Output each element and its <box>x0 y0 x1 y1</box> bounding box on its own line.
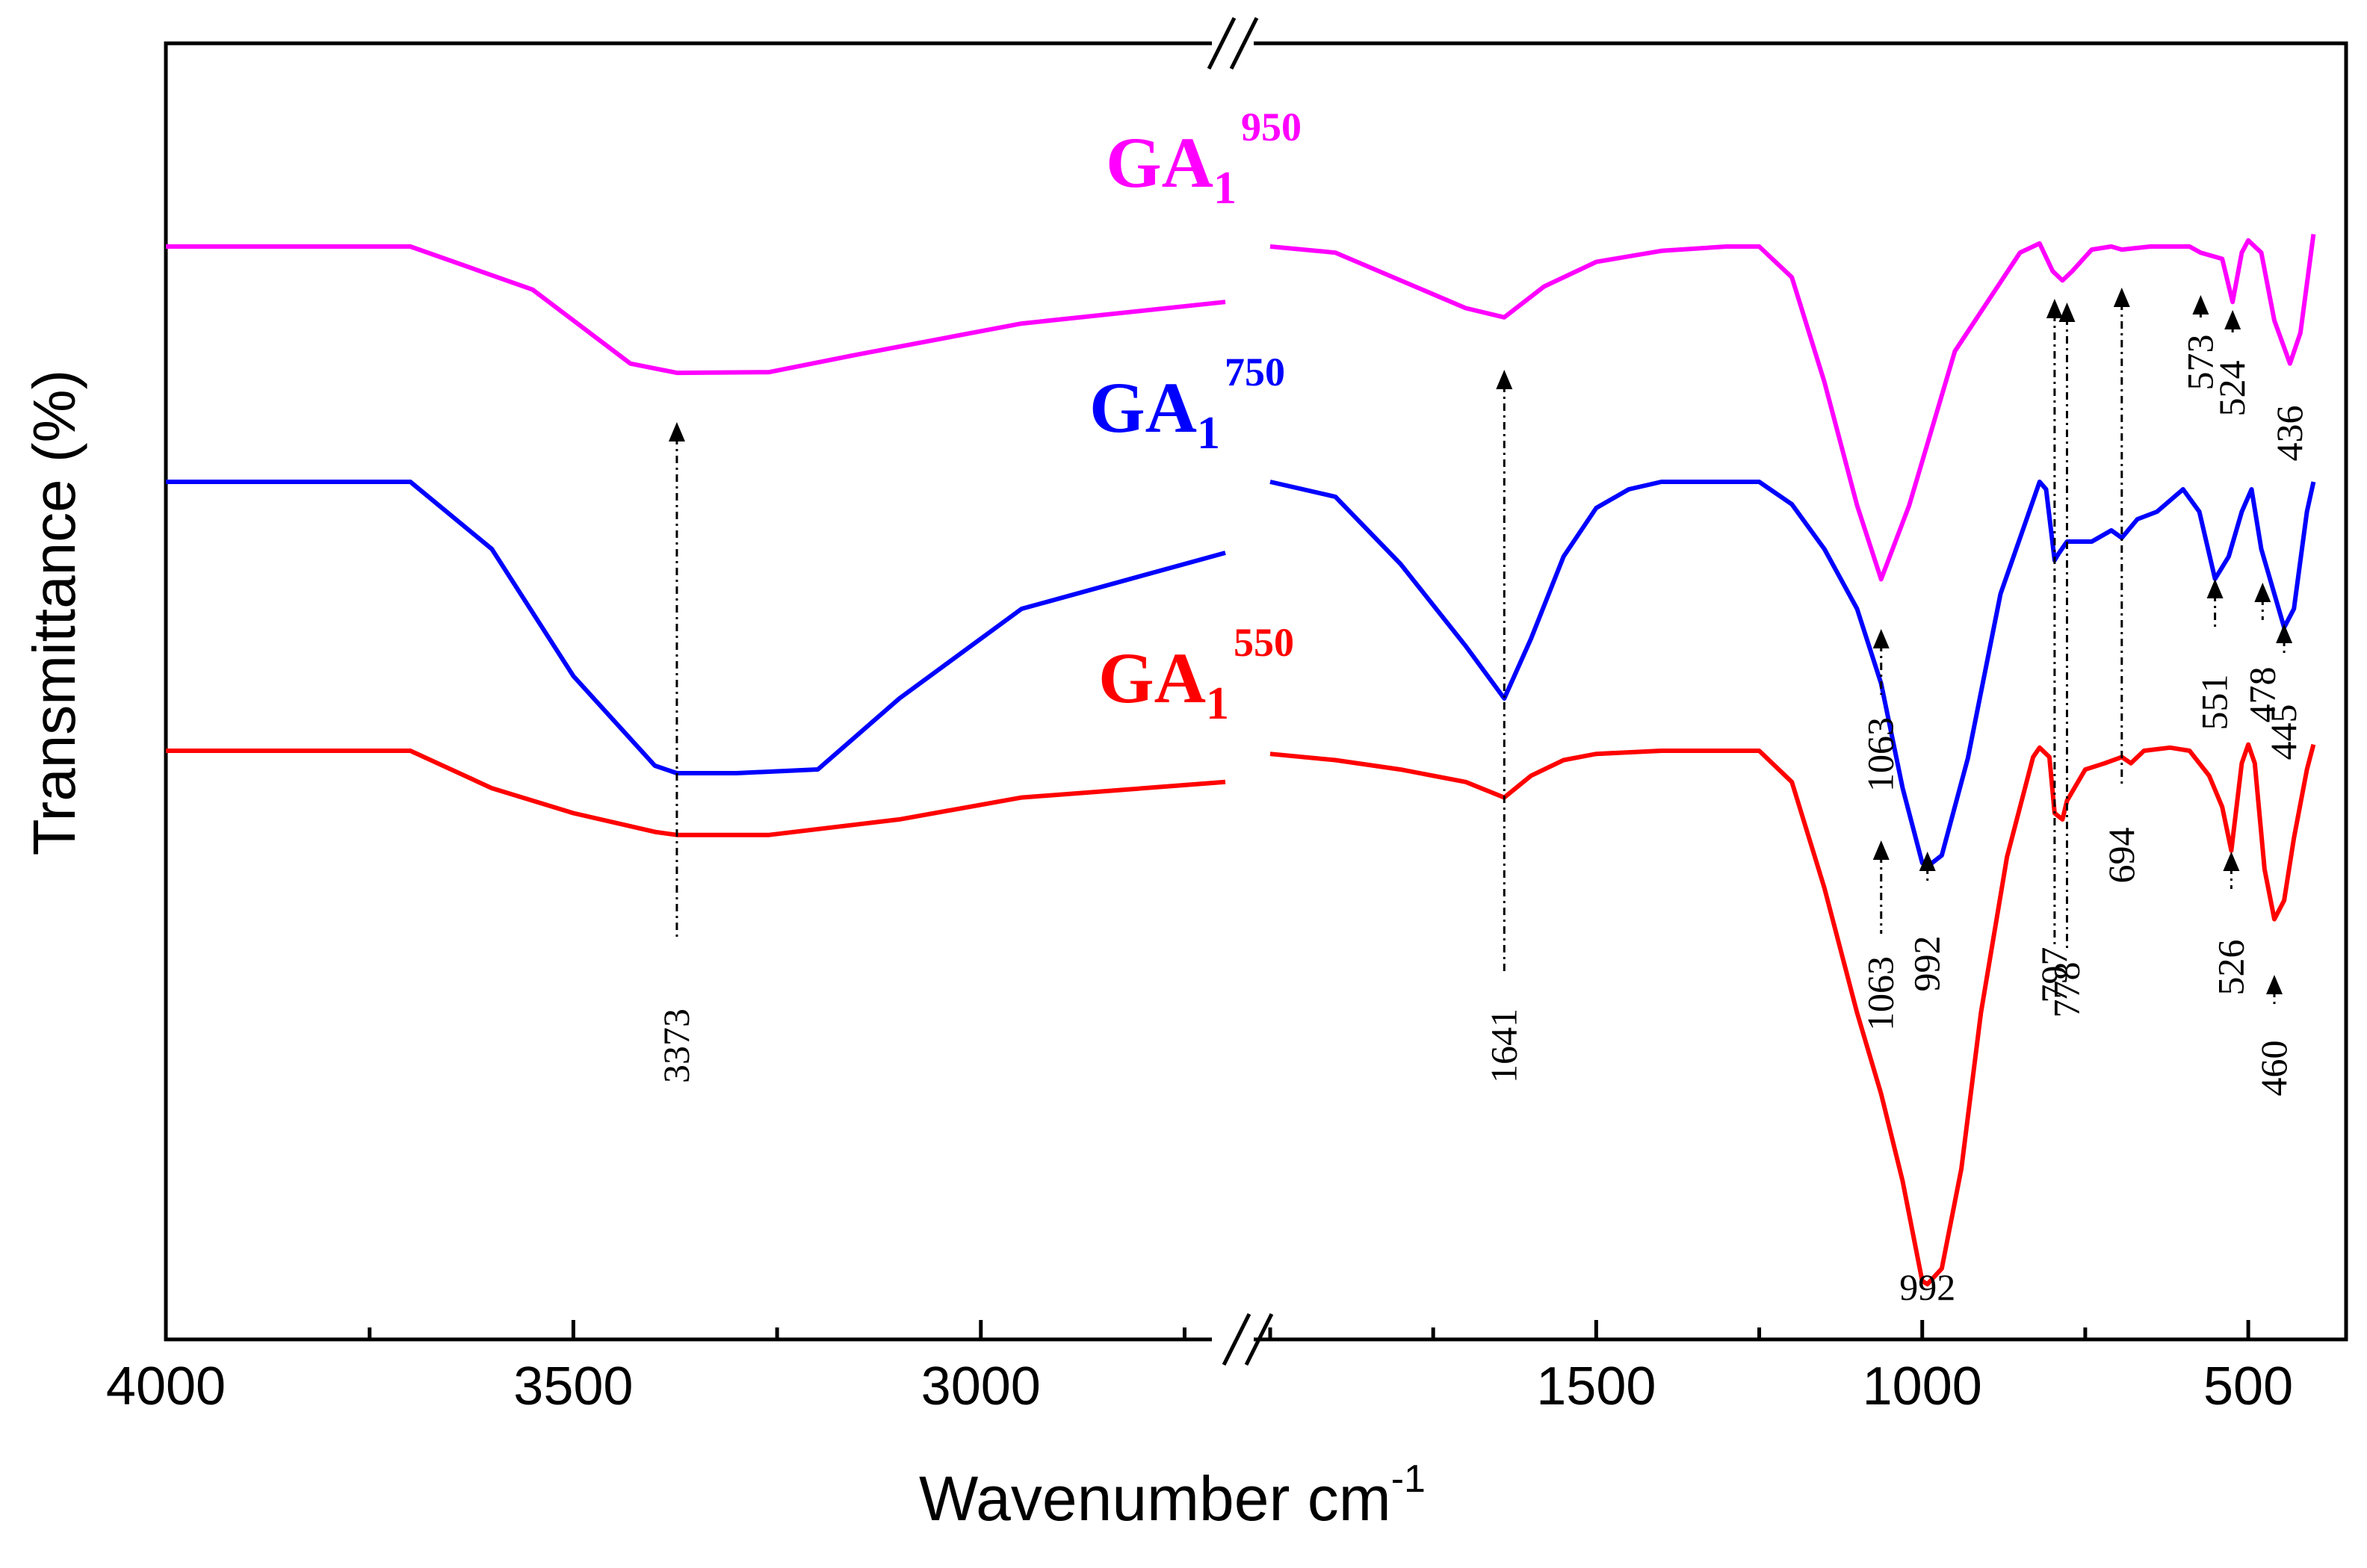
y-axis-title: Transmittance (%) <box>21 370 87 856</box>
x-tick-label: 3000 <box>921 1357 1041 1416</box>
axis-break-mark-top <box>1207 16 1259 70</box>
peak-label: 797 <box>2033 947 2075 1003</box>
peak-arrow <box>1496 370 1513 389</box>
peak-annotation: 778 <box>2045 303 2087 1018</box>
peak-arrow <box>1872 840 1890 860</box>
x-tick-label: 1000 <box>1863 1357 1982 1416</box>
peak-arrow <box>2254 583 2271 602</box>
peak-annotation: 478 <box>2241 583 2283 723</box>
series-label-ga1-750: GA1750 <box>1089 350 1285 459</box>
peak-arrow <box>2113 288 2130 307</box>
peak-annotation: 436 <box>2268 406 2310 462</box>
x-axis-ticks <box>164 1320 2250 1339</box>
peak-label: 573 <box>2179 335 2221 391</box>
peak-annotation: 1063 <box>1860 629 1902 792</box>
x-tick-label: 1500 <box>1536 1357 1656 1416</box>
peak-annotation: 3373 <box>655 422 697 1083</box>
x-axis-title: Wavenumber cm-1 <box>919 1457 1426 1534</box>
peak-label: 694 <box>2100 828 2142 884</box>
x-tick-label: 500 <box>2203 1357 2293 1416</box>
peak-label: 445 <box>2262 704 2304 760</box>
peak-label: 3373 <box>655 1008 697 1083</box>
peak-label: 1641 <box>1482 1008 1524 1083</box>
peak-arrow <box>2276 624 2293 643</box>
peak-label: 1063 <box>1860 956 1902 1031</box>
peak-arrow <box>2192 295 2209 314</box>
peak-label: 460 <box>2253 1041 2295 1097</box>
peak-annotation: 524 <box>2211 310 2253 417</box>
x-axis-tick-labels: 4000 3500 3000 1500 1000 500 <box>106 1357 2293 1416</box>
peak-label: 526 <box>2209 940 2251 996</box>
axis-break-gap-bottom <box>1212 1333 1254 1345</box>
x-tick-label: 4000 <box>106 1357 226 1416</box>
peak-label: 524 <box>2211 361 2253 417</box>
peak-label: 551 <box>2194 675 2236 731</box>
series-line-750-right <box>1269 480 2316 869</box>
peak-annotation: 460 <box>2253 975 2295 1097</box>
peak-arrow <box>2224 310 2241 329</box>
peak-annotation: 573 <box>2179 295 2221 391</box>
peak-annotation: 694 <box>2100 288 2142 884</box>
peak-arrow <box>2058 303 2076 322</box>
peak-label: 992 <box>1899 1266 1955 1308</box>
series-line-950-right <box>1269 234 2316 582</box>
peak-label: 1063 <box>1860 717 1902 792</box>
series-line-550-left <box>166 749 1226 837</box>
peak-annotation: 992 <box>1906 852 1948 992</box>
peak-arrow <box>2046 299 2063 318</box>
peak-arrow <box>2223 852 2240 871</box>
peak-annotation: 526 <box>2209 852 2251 996</box>
peak-arrow <box>2266 975 2283 994</box>
peak-arrow <box>668 422 685 441</box>
peak-label: 992 <box>1906 936 1948 992</box>
peak-label: 436 <box>2268 406 2310 462</box>
peak-annotation: 797 <box>2033 299 2075 1003</box>
series-label-ga1-550: GA1550 <box>1098 620 1294 729</box>
peak-label: 778 <box>2045 962 2087 1018</box>
peak-annotation: 992 <box>1899 1266 1955 1308</box>
peak-arrow <box>1919 852 1936 871</box>
peak-arrow <box>1872 629 1890 648</box>
axis-break-mark-bottom <box>1222 1313 1274 1366</box>
plot-frame <box>164 41 2348 1342</box>
peak-annotation: 1641 <box>1482 370 1524 1083</box>
series-line-750-left <box>166 480 1226 775</box>
x-tick-label: 3500 <box>513 1357 633 1416</box>
peak-annotation: 551 <box>2194 579 2236 731</box>
peak-annotation: 445 <box>2262 624 2304 760</box>
peak-label: 478 <box>2241 667 2283 723</box>
series-line-950-left <box>166 244 1226 376</box>
series-line-550-right <box>1269 742 2316 1286</box>
peak-annotation: 1063 <box>1860 840 1902 1031</box>
series-label-ga1-950: GA1950 <box>1106 105 1302 214</box>
peak-arrow <box>2206 579 2224 598</box>
